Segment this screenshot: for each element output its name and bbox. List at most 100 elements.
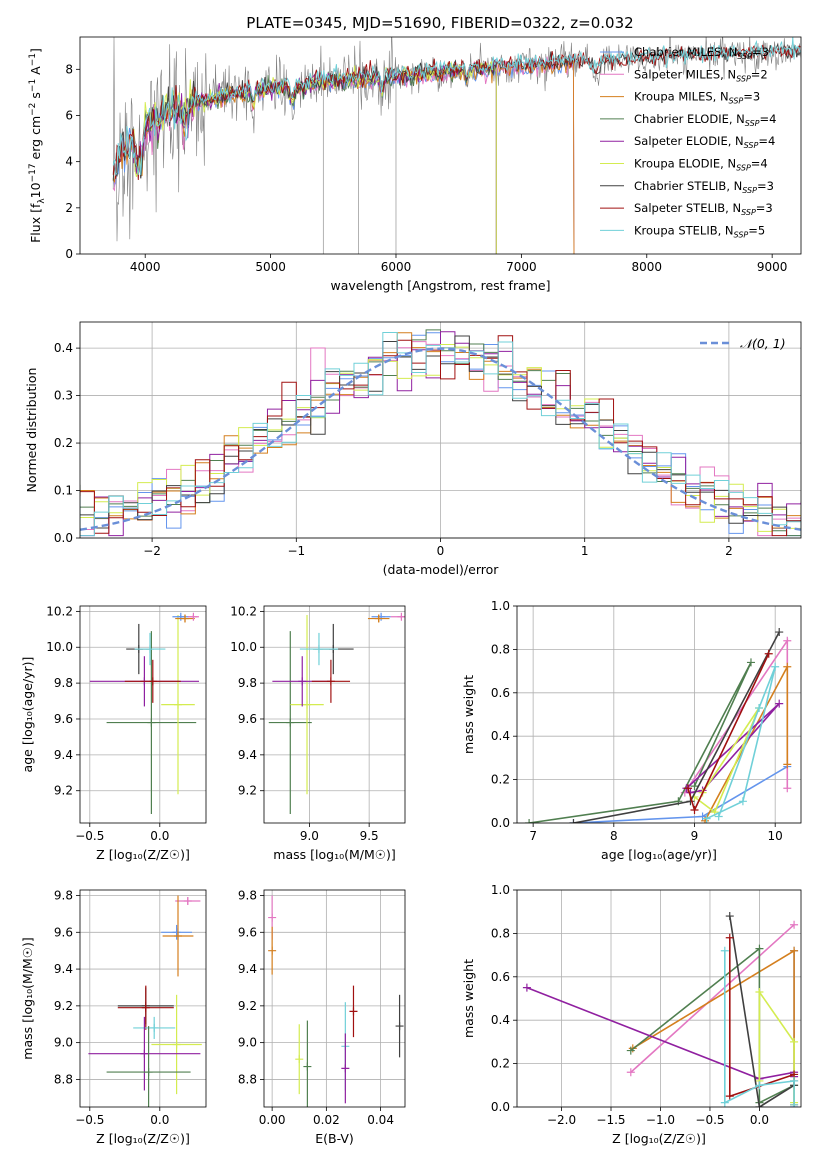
weight-point bbox=[790, 1076, 799, 1085]
x-tick-label: 5000 bbox=[255, 260, 286, 274]
y-tick-label: 9.6 bbox=[238, 925, 257, 939]
data-point bbox=[147, 718, 156, 727]
weight-point bbox=[525, 819, 534, 823]
y-axis-label-part: −1 bbox=[28, 53, 38, 66]
weight-point bbox=[720, 1098, 729, 1107]
axes-frame bbox=[516, 889, 802, 1108]
y-tick-label: 10.0 bbox=[46, 640, 73, 654]
x-axis-label: E(B-V) bbox=[315, 1131, 354, 1146]
weight-point bbox=[783, 662, 792, 671]
legend-entry: Chabrier STELIB, NSSP=3 bbox=[634, 179, 774, 195]
y-axis-label-part: erg cm bbox=[28, 116, 43, 164]
weight-series-line bbox=[687, 653, 770, 813]
y-axis-label: Flux [fλ10−17 erg cm−2 s−1 A−1] bbox=[28, 48, 47, 243]
y-tick-label: 1.0 bbox=[491, 599, 510, 613]
legend-subscript: SSP bbox=[744, 141, 759, 150]
y-tick-label: 10.2 bbox=[46, 604, 73, 618]
weight-point bbox=[790, 920, 799, 929]
y-tick-label: 9.6 bbox=[54, 925, 73, 939]
data-point bbox=[150, 1023, 159, 1032]
data-point bbox=[174, 700, 182, 709]
weight-series-line bbox=[694, 707, 760, 814]
x-tick-label: 0.0 bbox=[750, 1113, 769, 1127]
y-tick-label: 0.2 bbox=[491, 773, 510, 787]
legend-subscript: SSP bbox=[734, 230, 749, 239]
weight-point bbox=[755, 703, 764, 712]
weight-point bbox=[725, 933, 734, 942]
data-point bbox=[148, 677, 157, 686]
legend-label: Kroupa ELODIE, N bbox=[634, 157, 736, 171]
y-tick-label: 0 bbox=[65, 247, 73, 261]
weight-point bbox=[626, 1046, 635, 1055]
spectrum-lines bbox=[112, 37, 801, 254]
axes-frame bbox=[263, 605, 406, 824]
legend-count: =4 bbox=[760, 112, 777, 126]
x-tick-label: 1 bbox=[581, 544, 589, 558]
x-tick-label: −2 bbox=[143, 544, 161, 558]
normal-distribution-curve bbox=[80, 347, 801, 531]
legend-count: =4 bbox=[751, 157, 768, 171]
y-axis-label: mass [log₁₀(M/M☉)] bbox=[20, 937, 35, 1059]
weight-point bbox=[720, 946, 729, 955]
data-point bbox=[144, 1068, 153, 1077]
data-point bbox=[268, 946, 277, 955]
x-tick-label: −2.0 bbox=[547, 1113, 576, 1127]
y-tick-label: 0.3 bbox=[54, 389, 73, 403]
y-axis-label-part: 10 bbox=[28, 182, 43, 198]
x-axis-label: mass [log₁₀(M/M☉)] bbox=[273, 847, 395, 862]
x-tick-label: 4000 bbox=[130, 260, 161, 274]
data-point bbox=[341, 1064, 350, 1073]
y-tick-label: 9.8 bbox=[54, 889, 73, 903]
y-tick-label: 2 bbox=[65, 201, 73, 215]
x-tick-label: 10 bbox=[768, 829, 783, 843]
y-tick-label: 9.0 bbox=[54, 1036, 73, 1050]
legend-label: Kroupa MILES, N bbox=[634, 90, 729, 104]
weight-point bbox=[755, 987, 764, 996]
y-axis-label: mass weight bbox=[461, 675, 476, 754]
residual-histogram bbox=[80, 335, 801, 537]
x-tick-label: 2 bbox=[725, 544, 733, 558]
y-tick-label: 9.2 bbox=[238, 784, 257, 798]
x-axis-label: wavelength [Angstrom, rest frame] bbox=[330, 278, 550, 293]
data-point bbox=[314, 645, 323, 654]
age_vs_mass-points bbox=[268, 612, 405, 815]
y-axis-label: Normed distribution bbox=[24, 368, 39, 493]
weight-series-line bbox=[573, 765, 788, 823]
legend-entry: Salpeter STELIB, NSSP=3 bbox=[634, 201, 773, 217]
weight-point bbox=[684, 784, 693, 793]
y-tick-label: 9.6 bbox=[238, 712, 257, 726]
legend-subscript: SSP bbox=[745, 119, 760, 128]
age_vs_Z-points bbox=[89, 612, 199, 815]
y-tick-label: 8.8 bbox=[54, 1072, 73, 1086]
legend-count: =3 bbox=[756, 201, 773, 215]
data-point bbox=[172, 928, 181, 937]
y-tick-label: 0.4 bbox=[54, 341, 73, 355]
x-tick-label: −0.5 bbox=[695, 1113, 724, 1127]
weight-point bbox=[702, 814, 711, 823]
legend-entry: Salpeter ELODIE, NSSP=4 bbox=[634, 134, 775, 150]
weight_vs_Z-series bbox=[522, 912, 799, 1107]
y-tick-label: 9.2 bbox=[54, 784, 73, 798]
y-tick-label: 9.4 bbox=[238, 962, 257, 976]
data-point bbox=[183, 897, 192, 906]
legend-count: =4 bbox=[758, 134, 775, 148]
y-tick-label: 0.4 bbox=[491, 729, 510, 743]
legend-label: Salpeter MILES, N bbox=[634, 67, 736, 81]
legend-label: Chabrier ELODIE, N bbox=[634, 112, 745, 126]
x-tick-label: −1.5 bbox=[596, 1113, 625, 1127]
weight-point bbox=[755, 944, 764, 953]
weight-point bbox=[783, 784, 792, 793]
spectrum-model-line bbox=[112, 37, 801, 177]
x-tick-label: 0.04 bbox=[367, 1113, 394, 1127]
y-axis-label-part: λ bbox=[37, 198, 47, 204]
legend-entry: Kroupa MILES, NSSP=3 bbox=[634, 90, 760, 106]
y-tick-label: 0.0 bbox=[54, 531, 73, 545]
legend-count: =5 bbox=[748, 223, 765, 237]
weight-series-line bbox=[573, 631, 780, 823]
y-tick-label: 9.4 bbox=[54, 962, 73, 976]
age_vs_Z-axes: −0.5 0.0 9.2 9.4 9.6 9.8 10.0 10.2 bbox=[46, 604, 206, 843]
data-point bbox=[146, 645, 154, 654]
y-tick-label: 0.6 bbox=[491, 970, 510, 984]
residual-histograms bbox=[80, 329, 801, 537]
